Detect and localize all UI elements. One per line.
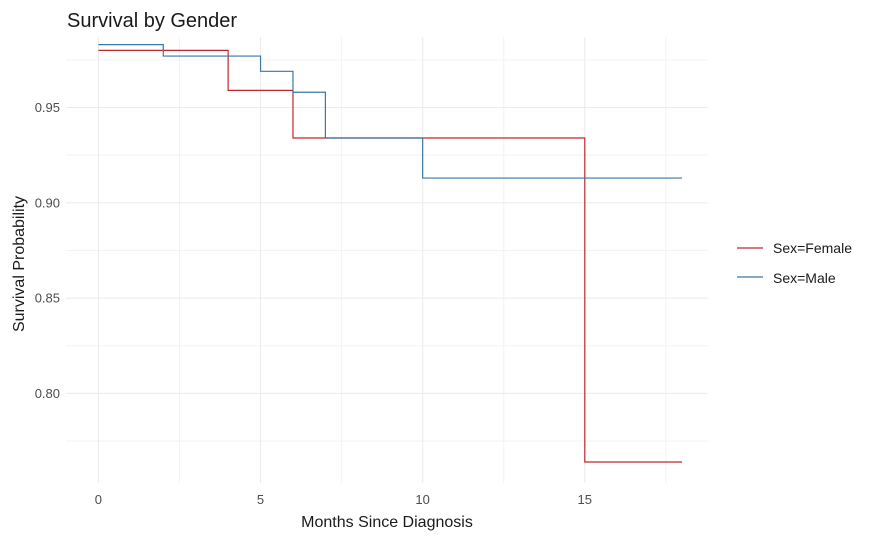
legend-label-male: Sex=Male <box>773 270 836 286</box>
x-tick-label-0: 0 <box>95 492 102 507</box>
series-lines <box>98 44 683 463</box>
x-tick-label-2: 10 <box>415 492 429 507</box>
grid <box>66 37 708 483</box>
y-tick-label-2: 0.90 <box>35 195 60 210</box>
y-tick-label-0: 0.80 <box>35 386 60 401</box>
legend-label-female: Sex=Female <box>773 240 852 256</box>
series-line-sex-male <box>98 44 683 179</box>
x-axis-title: Months Since Diagnosis <box>301 514 473 531</box>
y-tick-label-1: 0.85 <box>35 291 60 306</box>
series-line-sex-female <box>98 49 683 463</box>
chart-title: Survival by Gender <box>67 10 237 32</box>
y-tick-labels: 0.80 0.85 0.90 0.95 <box>35 100 60 401</box>
y-tick-label-3: 0.95 <box>35 100 60 115</box>
x-tick-label-1: 5 <box>257 492 264 507</box>
y-axis-title: Survival Probability <box>11 196 28 332</box>
x-tick-labels: 0 5 10 15 <box>95 492 592 507</box>
legend: Sex=Female Sex=Male <box>737 240 852 286</box>
x-tick-label-3: 15 <box>578 492 592 507</box>
